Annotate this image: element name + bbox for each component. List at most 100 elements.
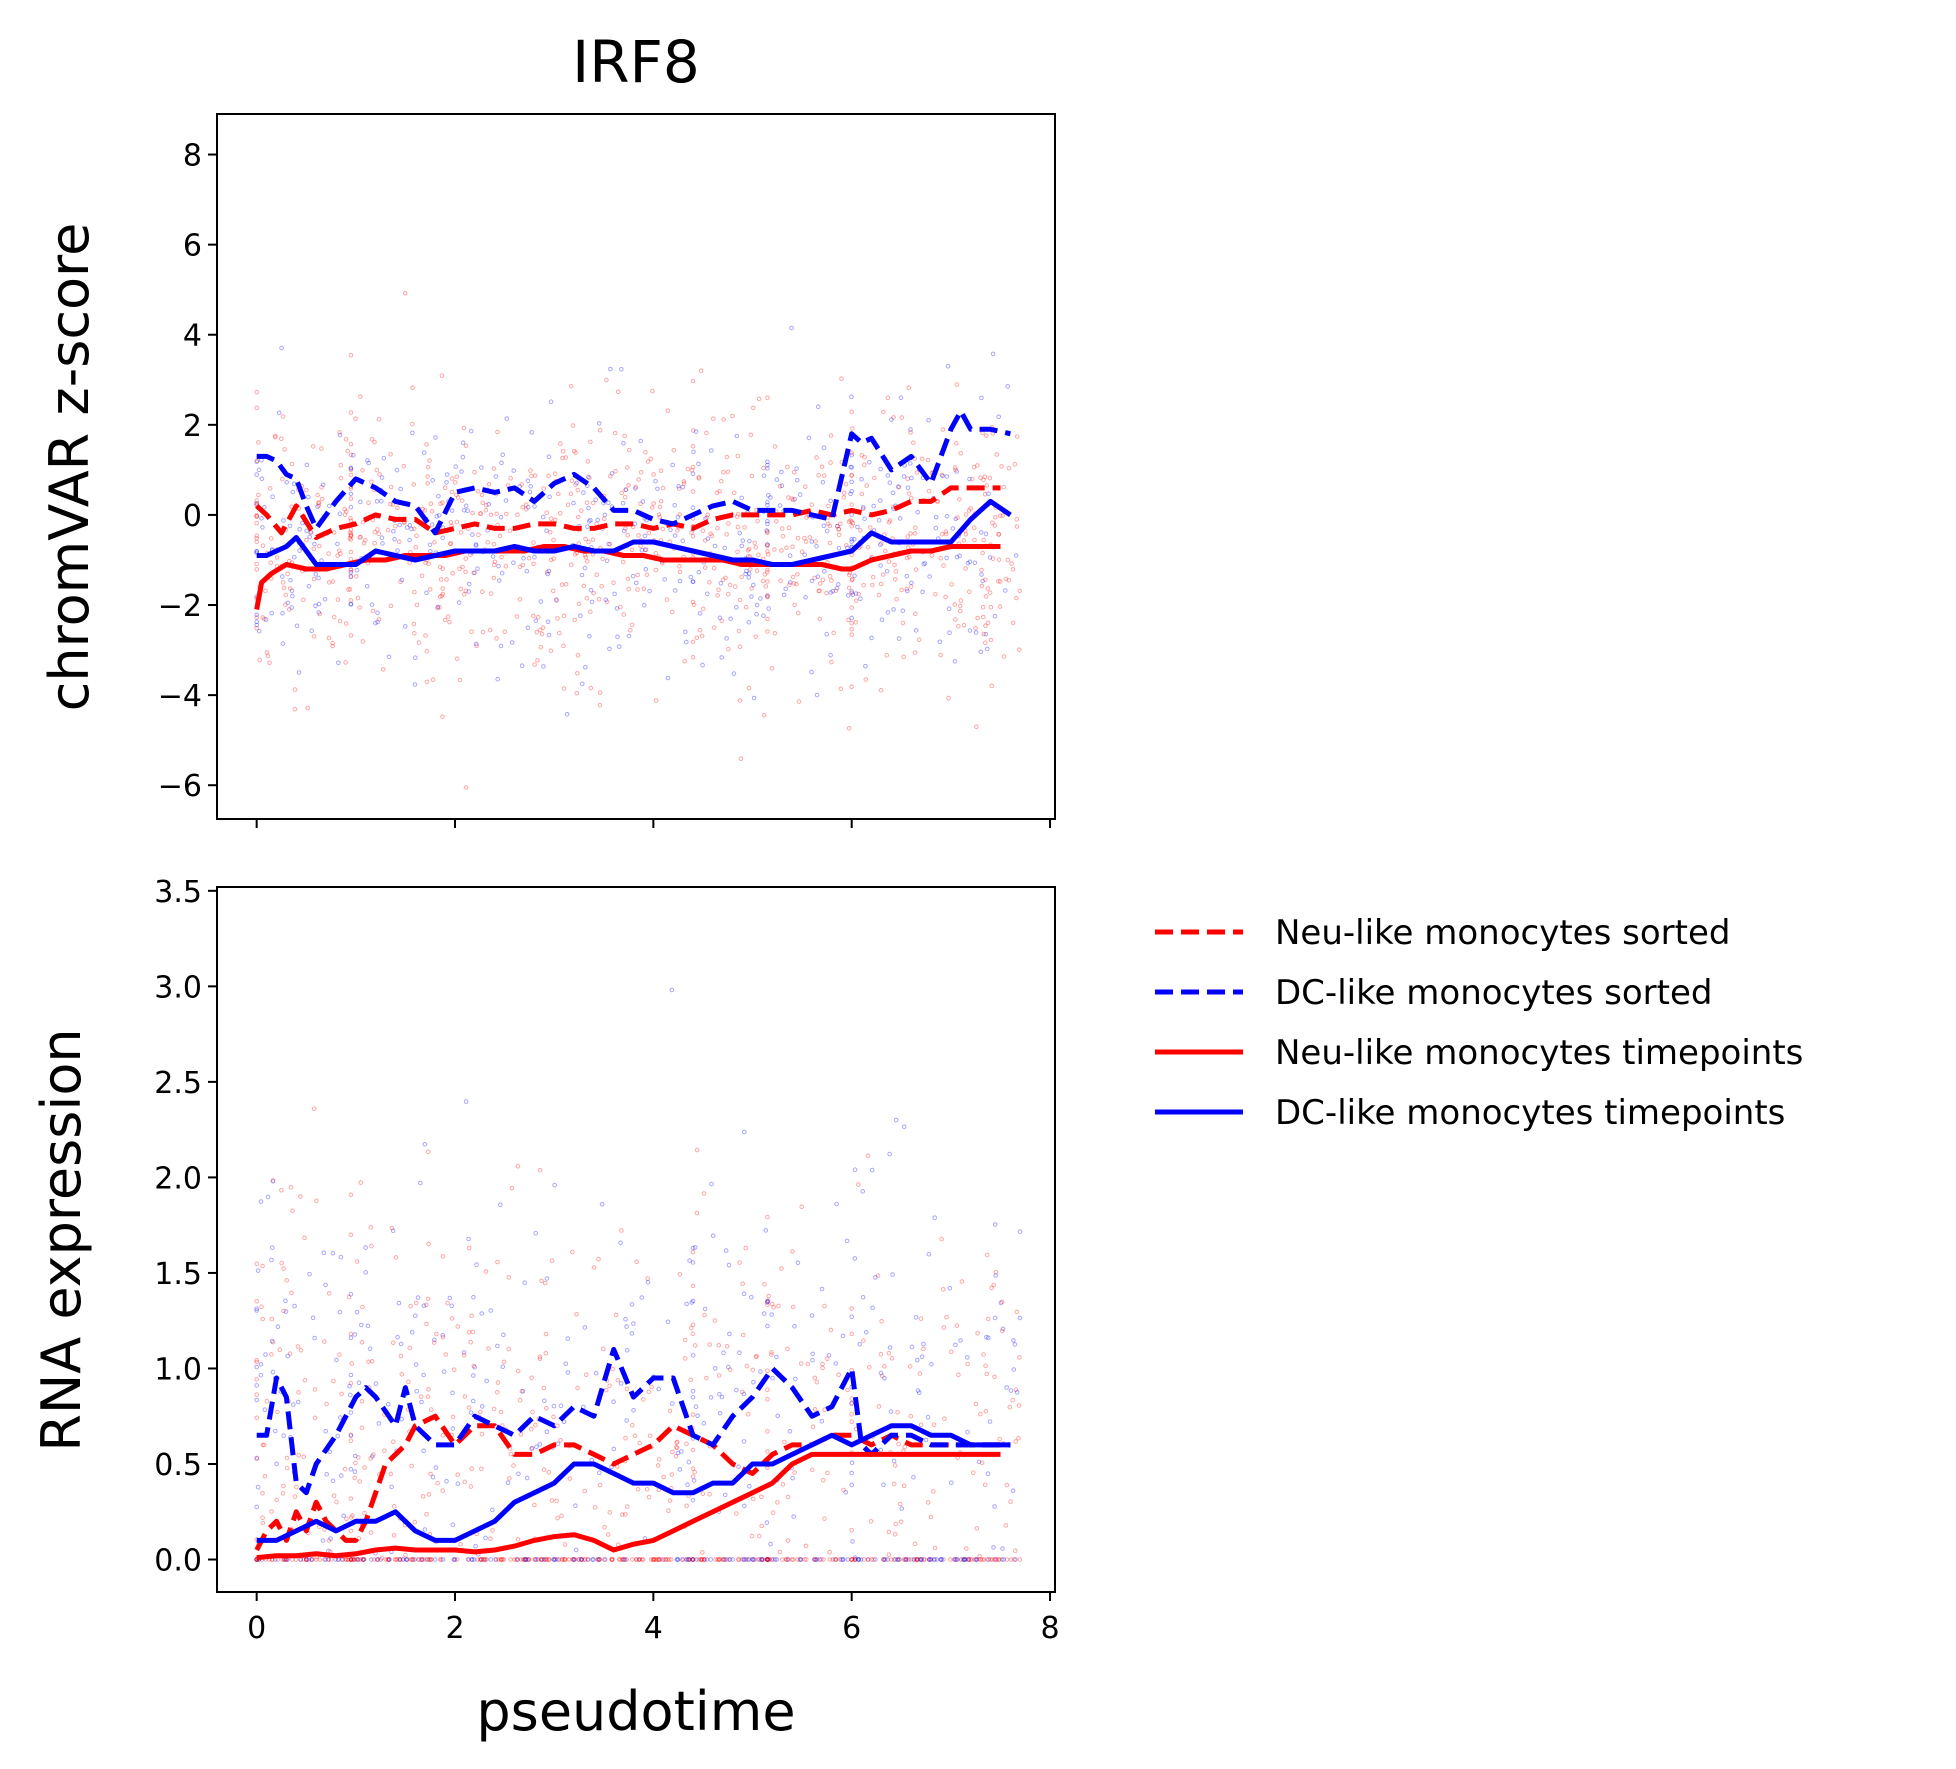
scatter-point <box>500 1557 506 1562</box>
scatter-point <box>624 1418 630 1423</box>
scatter-point <box>310 1315 316 1321</box>
scatter-point <box>933 515 939 520</box>
scatter-point <box>398 579 403 585</box>
scatter-point <box>690 1388 696 1394</box>
rna-line-dc-like-monocytes-sorted <box>256 1346 1011 1496</box>
scatter-point <box>621 1557 627 1562</box>
scatter-point <box>479 1557 484 1562</box>
scatter-point <box>882 1364 887 1369</box>
scatter-point <box>483 507 489 513</box>
scatter-point <box>313 603 318 609</box>
scatter-point <box>690 654 696 660</box>
scatter-point <box>564 712 570 717</box>
scatter-point <box>765 542 770 547</box>
scatter-point <box>580 681 585 687</box>
scatter-point <box>343 660 348 665</box>
scatter-point <box>901 1557 907 1562</box>
scatter-point <box>735 549 740 555</box>
scatter-point <box>640 499 646 504</box>
scatter-point <box>413 545 419 550</box>
scatter-point <box>348 504 354 510</box>
scatter-point <box>849 1557 855 1562</box>
scatter-point <box>419 1399 424 1405</box>
scatter-point <box>913 611 918 617</box>
scatter-point <box>600 556 605 562</box>
scatter-point <box>772 631 778 636</box>
scatter-point <box>302 1235 307 1241</box>
scatter-point <box>719 1394 725 1400</box>
scatter-point <box>690 378 696 384</box>
scatter-point <box>337 618 343 624</box>
scatter-point <box>999 464 1004 469</box>
scatter-point <box>334 1357 339 1363</box>
scatter-point <box>644 1487 650 1492</box>
scatter-point <box>539 1557 544 1562</box>
scatter-point <box>454 656 460 662</box>
scatter-point <box>837 521 843 527</box>
scatter-point <box>324 1401 329 1407</box>
scatter-point <box>343 621 349 626</box>
scatter-point <box>926 1251 932 1257</box>
scatter-point <box>255 1268 261 1273</box>
scatter-point <box>499 570 505 576</box>
scatter-point <box>519 482 525 487</box>
scatter-point <box>428 1407 434 1412</box>
scatter-point <box>850 520 856 526</box>
scatter-point <box>963 532 969 537</box>
scatter-point <box>908 1557 914 1562</box>
scatter-point <box>488 1308 494 1313</box>
scatter-point <box>860 506 866 512</box>
scatter-point <box>707 580 712 585</box>
scatter-point <box>425 1557 431 1562</box>
legend-label: DC-like monocytes timepoints <box>1275 1093 1785 1133</box>
scatter-point <box>916 637 922 643</box>
scatter-point <box>958 598 964 603</box>
scatter-point <box>690 1557 696 1562</box>
scatter-point <box>1014 1390 1020 1395</box>
scatter-point <box>852 1167 858 1172</box>
scatter-point <box>999 1557 1005 1562</box>
scatter-point <box>862 516 867 522</box>
scatter-point <box>280 610 285 616</box>
scatter-point <box>528 484 534 489</box>
scatter-point <box>981 537 986 543</box>
scatter-point <box>358 1557 364 1562</box>
scatter-point <box>927 1557 932 1562</box>
scatter-point <box>270 494 275 500</box>
scatter-point <box>402 624 408 629</box>
scatter-point <box>494 636 499 641</box>
scatter-point <box>348 532 354 538</box>
scatter-point <box>414 533 419 539</box>
scatter-point <box>949 1480 954 1485</box>
scatter-point <box>665 408 671 414</box>
scatter-point <box>301 597 306 603</box>
scatter-point <box>495 1343 500 1349</box>
scatter-point <box>765 462 770 468</box>
scatter-point <box>681 479 687 484</box>
scatter-point <box>254 1504 260 1510</box>
scatter-point <box>324 1472 330 1477</box>
scatter-point <box>974 724 979 730</box>
scatter-point <box>522 1557 528 1562</box>
scatter-point <box>786 1557 791 1562</box>
scatter-point <box>777 503 783 508</box>
scatter-point <box>1014 516 1020 522</box>
scatter-point <box>432 1337 437 1343</box>
scatter-point <box>965 1355 970 1360</box>
scatter-point <box>487 627 493 633</box>
scatter-point <box>958 1338 963 1343</box>
scatter-point <box>618 1381 624 1386</box>
scatter-point <box>830 1557 836 1562</box>
scatter-point <box>337 1415 343 1420</box>
scatter-point <box>421 450 427 456</box>
scatter-point <box>322 597 328 602</box>
scatter-point <box>675 1557 681 1562</box>
scatter-point <box>563 1557 568 1562</box>
scatter-point <box>973 1401 979 1407</box>
scatter-point <box>454 519 460 525</box>
scatter-point <box>296 1390 301 1395</box>
scatter-point <box>511 560 516 566</box>
scatter-point <box>996 579 1001 584</box>
scatter-point <box>798 1557 804 1562</box>
scatter-point <box>990 556 996 561</box>
